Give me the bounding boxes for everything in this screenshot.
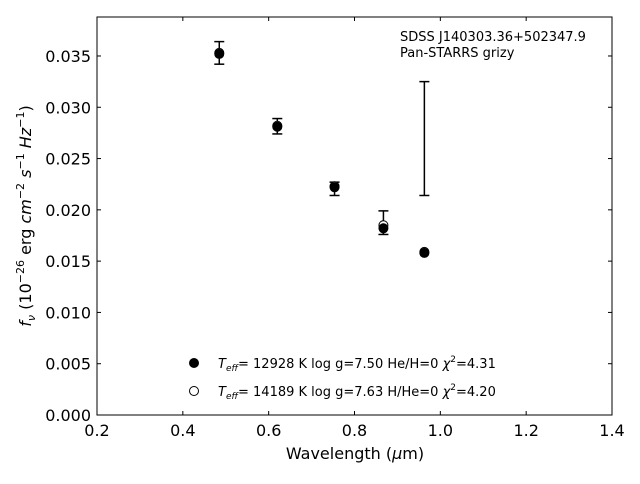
x-tick-label: 0.8 (342, 421, 367, 440)
y-tick-label: 0.000 (45, 406, 91, 425)
model-point-filled (378, 223, 389, 234)
plot-frame (96, 16, 613, 416)
x-tick-label: 0.6 (256, 421, 281, 440)
y-tick-label: 0.035 (45, 47, 91, 66)
x-tick-label: 1.0 (428, 421, 453, 440)
model-markers (214, 47, 430, 258)
y-axis-ticks: 0.000 0.005 0.010 0.015 0.020 0.025 0.030 0.035 (45, 47, 612, 425)
legend-marker-filled (189, 358, 199, 368)
model-point-filled (272, 121, 283, 132)
x-axis-ticks: 0.2 0.4 0.6 0.8 1.0 1.2 1.4 (84, 17, 625, 440)
legend-marker-open (189, 386, 199, 396)
y-tick-label: 0.020 (45, 201, 91, 220)
observed-error-bars (214, 40, 430, 236)
y-tick-label: 0.005 (45, 355, 91, 374)
legend-label-2: Teff= 14189 K log g=7.63 H/He=0 χ2=4.20 (218, 383, 496, 402)
legend-entry-1: Teff= 12928 K log g=7.50 He/H=0 χ2=4.31 (189, 355, 496, 374)
y-tick-label: 0.010 (45, 303, 91, 322)
y-tick-label: 0.030 (45, 98, 91, 117)
legend-label-1: Teff= 12928 K log g=7.50 He/H=0 χ2=4.31 (218, 355, 496, 374)
error-bar (419, 80, 430, 197)
x-tick-label: 0.4 (170, 421, 195, 440)
model-point-filled (329, 182, 340, 193)
x-tick-label: 1.2 (513, 421, 538, 440)
x-tick-label: 1.4 (599, 421, 624, 440)
annotation-object: SDSS J140303.36+502347.9 (400, 30, 586, 45)
y-axis-label: fν (10−26 erg cm−2 s−1 Hz−1) (14, 105, 38, 326)
x-axis-label: Wavelength (μm) (286, 444, 424, 463)
y-tick-label: 0.025 (45, 150, 91, 169)
legend: Teff= 12928 K log g=7.50 He/H=0 χ2=4.31 … (189, 355, 496, 402)
annotation-survey: Pan-STARRS grizy (400, 46, 515, 61)
model-point-filled (214, 48, 225, 59)
legend-entry-2: Teff= 14189 K log g=7.63 H/He=0 χ2=4.20 (189, 383, 496, 402)
model-point-filled (419, 247, 430, 258)
y-tick-label: 0.015 (45, 252, 91, 271)
x-tick-label: 0.2 (84, 421, 109, 440)
